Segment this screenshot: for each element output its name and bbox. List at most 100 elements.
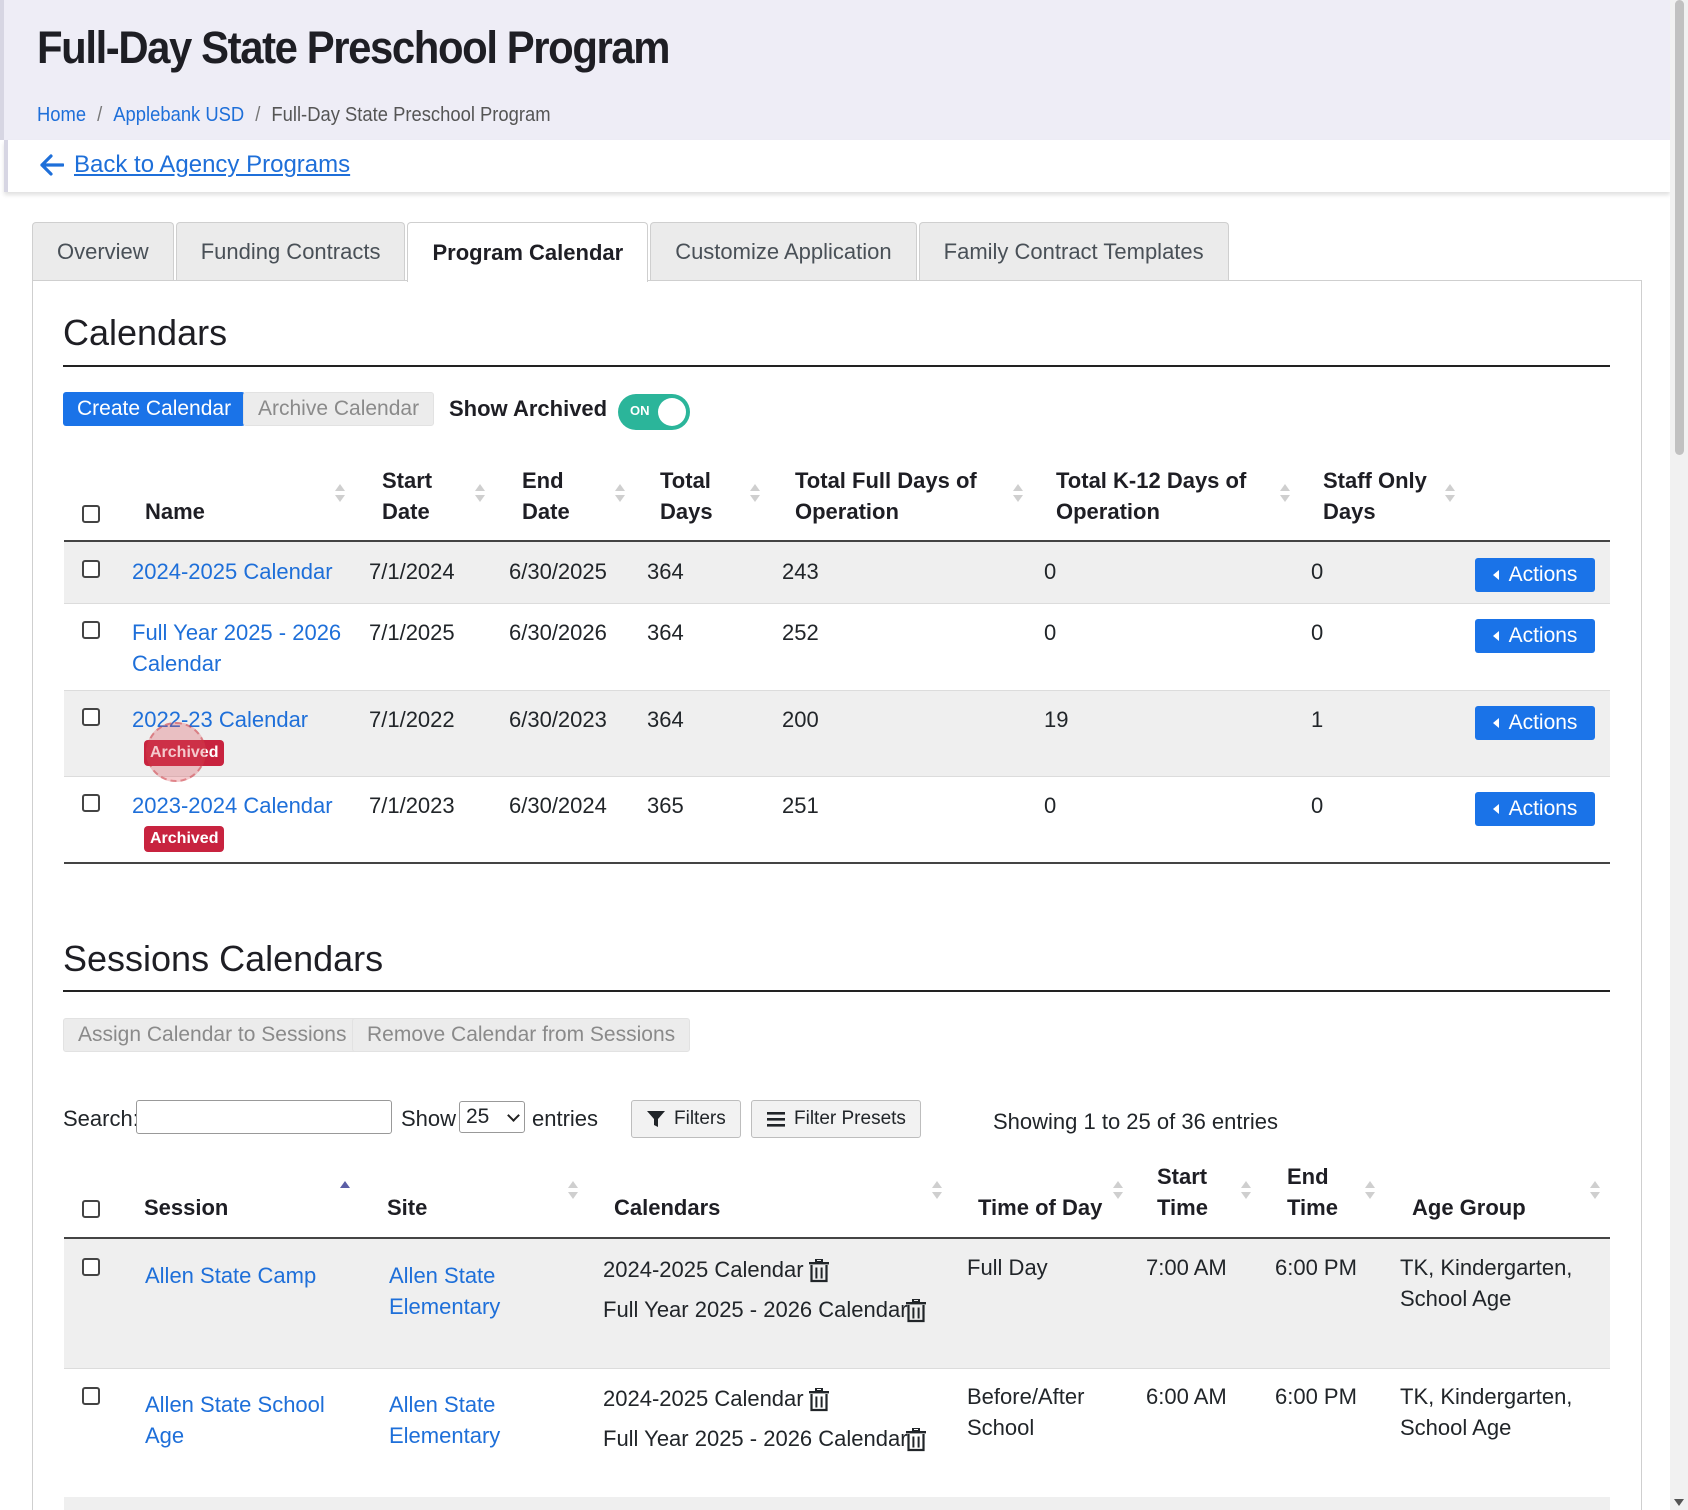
- calendars-bottom-rule: [64, 862, 1610, 864]
- sort-icon[interactable]: [932, 1181, 942, 1201]
- tab-program-calendar[interactable]: Program Calendar: [407, 222, 649, 282]
- sort-icon[interactable]: [475, 484, 485, 504]
- remove-calendar-button[interactable]: Remove Calendar from Sessions: [352, 1018, 691, 1052]
- caret-left-icon: [1492, 631, 1499, 641]
- calendar-name-link[interactable]: 2024-2025 Calendar: [132, 556, 333, 587]
- row-checkbox[interactable]: [82, 708, 100, 726]
- sessions-heading: Sessions Calendars: [63, 938, 384, 979]
- sort-icon[interactable]: [1365, 1181, 1375, 1201]
- row-checkbox[interactable]: [82, 621, 100, 639]
- row-checkbox[interactable]: [82, 1387, 100, 1405]
- actions-button[interactable]: Actions: [1475, 619, 1595, 653]
- column-header-age-group[interactable]: Age Group: [1412, 1192, 1526, 1223]
- column-header-total-k12-days-line: Operation: [1056, 499, 1160, 524]
- breadcrumb-home[interactable]: Home: [37, 104, 87, 126]
- sort-ascending-icon[interactable]: [340, 1181, 350, 1201]
- time-of-day-line: Full Day: [967, 1255, 1048, 1280]
- sort-icon[interactable]: [1013, 484, 1023, 504]
- column-header-end-time[interactable]: End Time: [1287, 1161, 1338, 1223]
- tab-funding-contracts[interactable]: Funding Contracts: [175, 222, 406, 280]
- row-divider: [64, 776, 1610, 777]
- actions-button[interactable]: Actions: [1475, 558, 1595, 592]
- actions-button[interactable]: Actions: [1475, 792, 1595, 826]
- sort-icon[interactable]: [1590, 1181, 1600, 1201]
- show-label: Show: [401, 1106, 457, 1131]
- archived-badge: Archived: [144, 826, 225, 852]
- column-header-calendars[interactable]: Calendars: [614, 1192, 720, 1223]
- archive-calendar-button[interactable]: Archive Calendar: [243, 392, 435, 426]
- sort-icon[interactable]: [1241, 1181, 1251, 1201]
- end-time-cell: 6:00 PM: [1275, 1384, 1357, 1409]
- column-header-site[interactable]: Site: [387, 1192, 427, 1223]
- row-checkbox[interactable]: [82, 794, 100, 812]
- select-all-calendars-checkbox[interactable]: [82, 505, 100, 523]
- sort-icon[interactable]: [568, 1181, 578, 1201]
- column-header-total-days[interactable]: Total Days: [660, 465, 713, 527]
- column-header-site-line: Site: [387, 1195, 428, 1220]
- row-checkbox[interactable]: [82, 1258, 100, 1276]
- page-title: Full-Day State Preschool Program: [37, 22, 671, 73]
- sort-icon[interactable]: [1280, 484, 1290, 504]
- back-to-agency-programs-link[interactable]: Back to Agency Programs: [40, 151, 350, 179]
- page-scrollbar[interactable]: [1670, 0, 1688, 1510]
- sort-icon[interactable]: [615, 484, 625, 504]
- column-header-start-time[interactable]: Start Time: [1157, 1161, 1208, 1223]
- assigned-calendar-name: Full Year 2025 - 2026 Calendar: [603, 1426, 908, 1451]
- actions-button[interactable]: Actions: [1475, 706, 1595, 740]
- filter-icon: [647, 1111, 665, 1127]
- sort-icon[interactable]: [1113, 1181, 1123, 1201]
- filters-button[interactable]: Filters: [631, 1100, 741, 1138]
- row-checkbox[interactable]: [82, 560, 100, 578]
- k12-days-cell: 0: [1044, 559, 1057, 584]
- select-all-sessions-checkbox[interactable]: [82, 1200, 100, 1218]
- sort-icon[interactable]: [750, 484, 760, 504]
- tab-customize-application[interactable]: Customize Application: [650, 222, 917, 280]
- column-header-session[interactable]: Session: [144, 1192, 228, 1223]
- sort-icon[interactable]: [335, 484, 345, 504]
- site-link[interactable]: Allen State Elementary: [389, 1389, 500, 1451]
- age-group-cell: TK, Kindergarten, School Age: [1400, 1381, 1572, 1443]
- trash-icon[interactable]: [905, 1428, 927, 1452]
- calendar-name-link[interactable]: 2023-2024 Calendar: [132, 790, 333, 821]
- trash-icon[interactable]: [905, 1299, 927, 1323]
- back-bar: Back to Agency Programs: [4, 140, 1670, 192]
- tab-overview[interactable]: Overview: [32, 222, 174, 280]
- show-archived-toggle[interactable]: ON: [618, 394, 690, 430]
- site-name-line: Elementary: [389, 1294, 501, 1319]
- session-name-line: Allen State Camp: [145, 1263, 317, 1288]
- column-header-total-k12-days[interactable]: Total K-12 Days of Operation: [1056, 465, 1246, 527]
- breadcrumb-agency[interactable]: Applebank USD: [113, 104, 245, 126]
- age-group-line: School Age: [1400, 1415, 1512, 1440]
- column-header-end-date[interactable]: End Date: [522, 465, 570, 527]
- column-header-staff-only-days[interactable]: Staff Only Days: [1323, 465, 1427, 527]
- table-row-background: [64, 776, 1610, 862]
- scroll-down-arrow-icon[interactable]: [1674, 1499, 1684, 1506]
- trash-icon[interactable]: [808, 1388, 830, 1412]
- scrollbar-thumb[interactable]: [1675, 0, 1684, 455]
- assign-calendar-button[interactable]: Assign Calendar to Sessions: [63, 1018, 362, 1052]
- column-header-time-of-day[interactable]: Time of Day: [978, 1192, 1102, 1223]
- filter-presets-button[interactable]: Filter Presets: [751, 1100, 921, 1138]
- column-header-end-time-line: End: [1287, 1164, 1329, 1189]
- create-calendar-button[interactable]: Create Calendar: [63, 392, 246, 426]
- sort-icon[interactable]: [1445, 484, 1455, 504]
- start-date-cell: 7/1/2025: [369, 620, 455, 645]
- calendar-name-line: 2023-2024 Calendar: [132, 793, 333, 818]
- arrow-left-icon: [40, 154, 64, 176]
- column-header-start-date[interactable]: Start Date: [382, 465, 432, 527]
- column-header-name[interactable]: Name: [145, 496, 205, 527]
- trash-icon[interactable]: [808, 1259, 830, 1283]
- k12-days-cell: 0: [1044, 620, 1057, 645]
- full-days-cell: 252: [782, 620, 819, 645]
- column-header-total-full-days-line: Operation: [795, 499, 899, 524]
- site-link[interactable]: Allen State Elementary: [389, 1260, 500, 1322]
- session-name-link[interactable]: Allen State School Age: [145, 1389, 325, 1451]
- calendar-name-link[interactable]: Full Year 2025 - 2026 Calendar: [132, 617, 341, 679]
- tab-family-contract-templates[interactable]: Family Contract Templates: [918, 222, 1229, 280]
- search-input[interactable]: [136, 1100, 392, 1134]
- column-header-total-full-days[interactable]: Total Full Days of Operation: [795, 465, 977, 527]
- column-header-end-date-line: End: [522, 468, 564, 493]
- session-name-link[interactable]: Allen State Camp: [145, 1260, 316, 1291]
- staff-days-cell: 1: [1311, 707, 1324, 732]
- page-size-select[interactable]: 25: [459, 1101, 525, 1133]
